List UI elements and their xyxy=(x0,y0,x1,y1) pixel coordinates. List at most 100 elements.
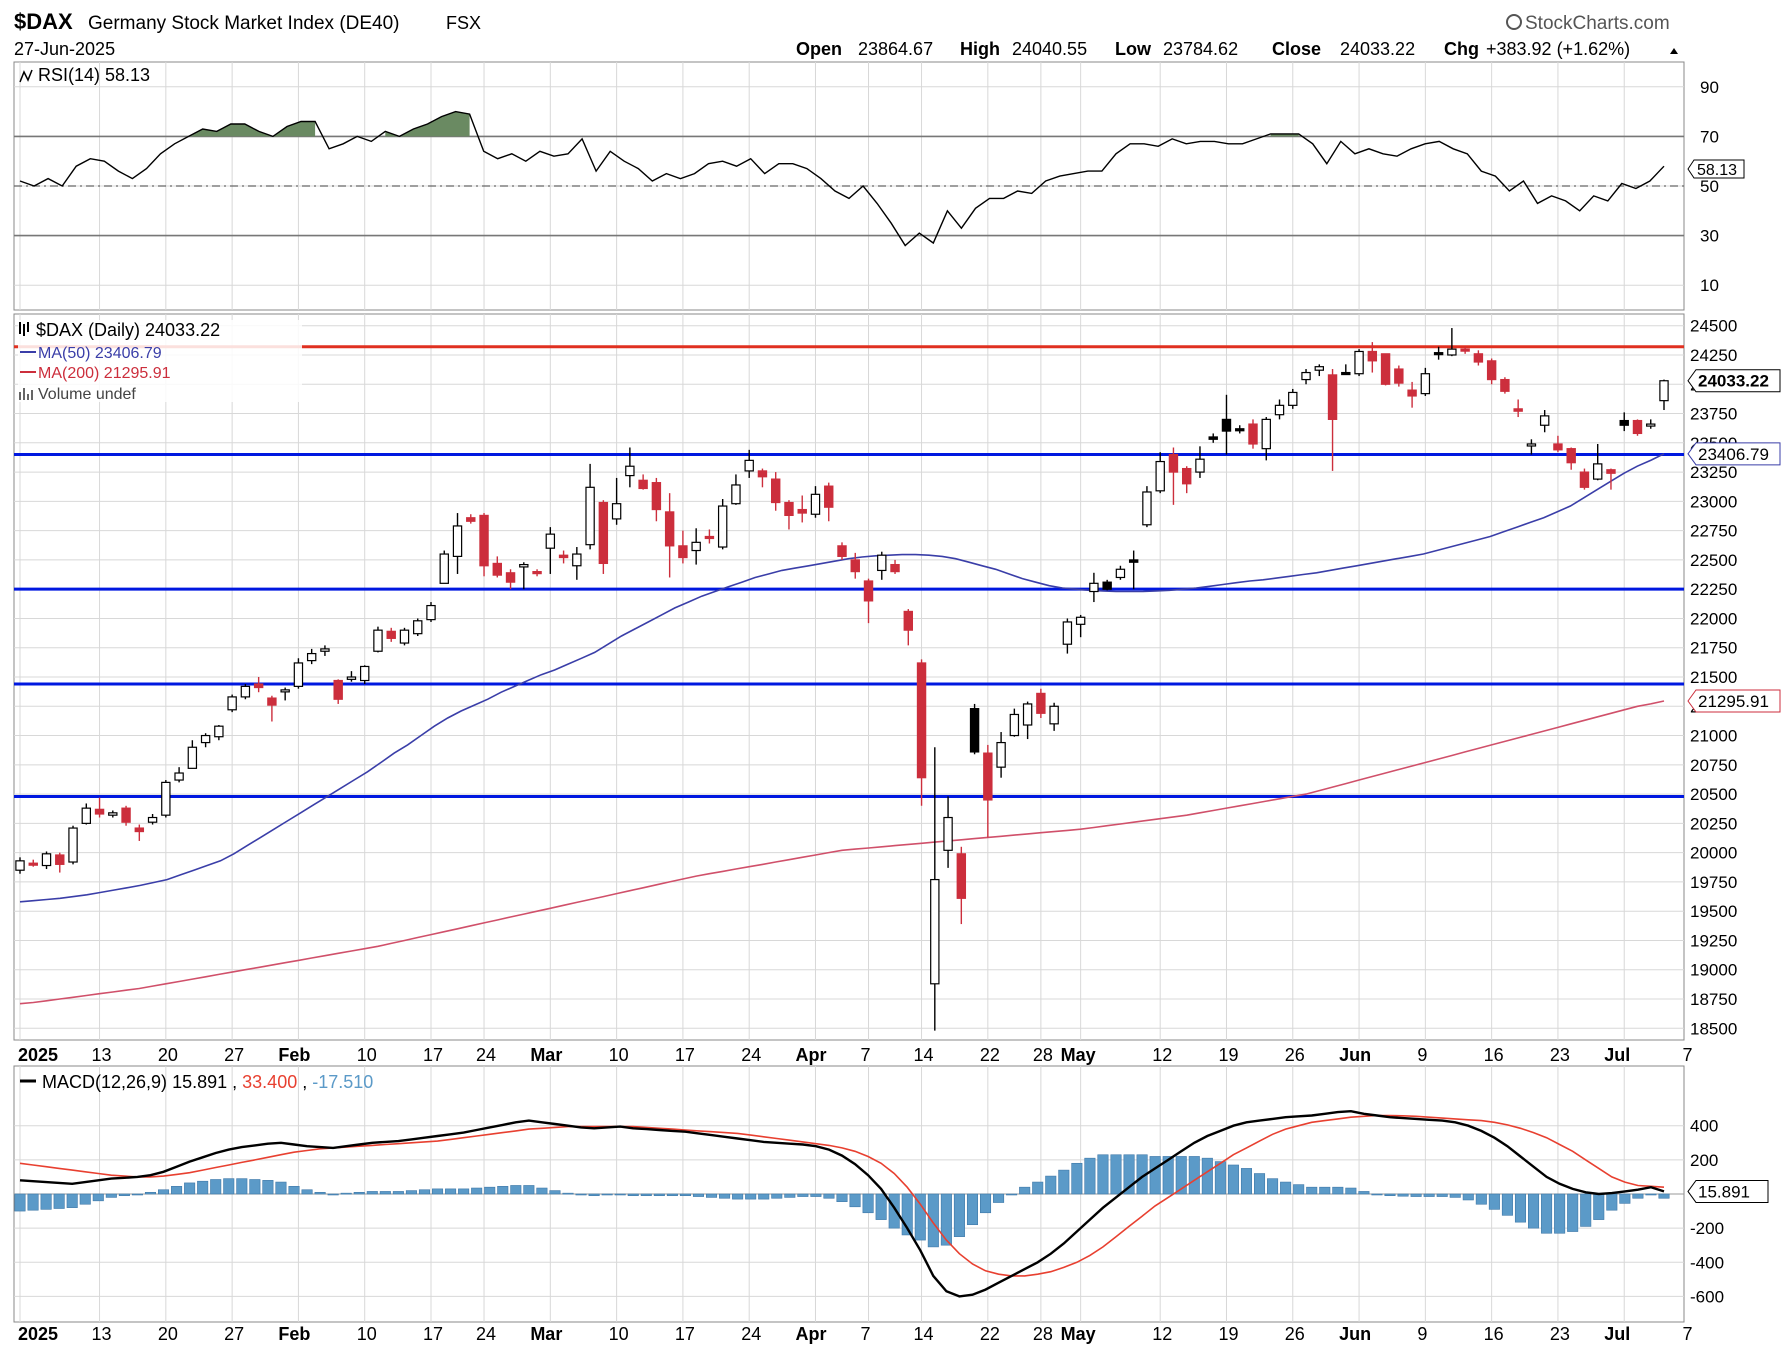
candle-body xyxy=(108,812,118,816)
candle-body xyxy=(1553,443,1563,451)
rsi-tick-label: 90 xyxy=(1700,78,1719,97)
candlestick xyxy=(969,703,980,755)
exchange: FSX xyxy=(446,13,481,33)
x-tick-label: 24 xyxy=(476,1324,496,1344)
close-tag: 24033.22 xyxy=(1687,369,1781,393)
macd-histogram-bar xyxy=(797,1193,809,1197)
candle-body xyxy=(1301,371,1311,381)
macd-histogram-bar xyxy=(1045,1175,1057,1195)
macd-tick-label: -600 xyxy=(1690,1287,1724,1306)
price-tick-label: 18500 xyxy=(1690,1019,1737,1038)
x-tick-label: 2025 xyxy=(18,1324,58,1344)
candle-body xyxy=(439,553,449,584)
x-tick-label: 7 xyxy=(861,1045,871,1065)
candle-body xyxy=(452,525,463,557)
rsi-legend: RSI(14) 58.13 xyxy=(19,65,150,85)
candle-body xyxy=(214,725,224,738)
candlestick xyxy=(691,528,701,565)
macd-label-prefix: MACD(12,26,9) xyxy=(42,1072,167,1092)
macd-line xyxy=(19,1109,1665,1298)
x-tick-label: 16 xyxy=(1484,1045,1504,1065)
macd-histogram-bar xyxy=(823,1193,835,1199)
candlestick xyxy=(598,500,609,574)
macd-current-tag: 15.891 xyxy=(1687,1179,1769,1203)
macd-histogram-bar xyxy=(1084,1157,1096,1195)
candle-body xyxy=(187,746,198,769)
candlestick xyxy=(1062,618,1073,654)
x-tick-label: Apr xyxy=(795,1045,826,1065)
candlestick xyxy=(121,805,131,826)
candlestick xyxy=(824,482,834,522)
candlestick xyxy=(903,609,914,646)
low-label: Low xyxy=(1115,39,1152,59)
candle-body xyxy=(943,816,953,851)
rsi-icon xyxy=(19,69,33,83)
macd-histogram-bar xyxy=(562,1192,574,1195)
ma200-line xyxy=(19,700,1665,1005)
macd-histogram-bar xyxy=(353,1191,365,1195)
candlestick xyxy=(638,474,648,490)
price-tick-label: 20750 xyxy=(1690,756,1737,775)
candle-body xyxy=(1009,713,1020,737)
candle-body xyxy=(267,697,277,706)
macd-histogram-bar xyxy=(53,1193,65,1209)
candlestick xyxy=(15,857,25,874)
candle-body xyxy=(611,503,622,520)
candlestick xyxy=(1354,349,1364,377)
support-resistance-lines xyxy=(14,345,1684,798)
macd-histogram-bar xyxy=(1306,1186,1318,1195)
macd-histogram-bar xyxy=(1293,1184,1305,1195)
candle-body xyxy=(81,807,92,824)
candlestick xyxy=(943,796,953,868)
volume-icon xyxy=(19,388,33,400)
macd-histogram-bar xyxy=(497,1186,509,1195)
high-value: 24040.55 xyxy=(1012,39,1087,59)
rsi-current-tag: 58.13 xyxy=(1687,159,1745,179)
candlestick xyxy=(68,825,78,865)
candlestick xyxy=(1248,419,1258,449)
candle-body xyxy=(1447,348,1457,356)
macd-histogram-bar xyxy=(1254,1173,1266,1195)
macd-histogram-bar xyxy=(314,1191,326,1195)
candle-body xyxy=(930,878,940,985)
candlestick xyxy=(1115,565,1126,580)
high-label: High xyxy=(960,39,1000,59)
candlestick xyxy=(1646,419,1656,429)
candle-body xyxy=(532,571,542,575)
x-axis-bottom: 2025 13 20 27 Feb 10 17 24 Mar 10 17 24 Apr 7 14 22 28 Ma… xyxy=(18,1324,1693,1344)
macd-histogram-bar xyxy=(66,1193,78,1208)
macd-histogram-bar xyxy=(418,1189,430,1195)
macd-histogram-bar xyxy=(875,1193,887,1220)
candle-body xyxy=(1274,404,1285,416)
candle-body xyxy=(651,482,662,511)
candlestick xyxy=(1221,394,1232,455)
candlestick xyxy=(320,645,330,656)
price-tick-label: 21750 xyxy=(1690,639,1737,658)
x-tick-label: Jul xyxy=(1604,1045,1630,1065)
x-tick-label: 17 xyxy=(423,1324,443,1344)
candle-body xyxy=(1579,471,1590,488)
candlestick xyxy=(373,626,383,653)
x-tick-label: 24 xyxy=(741,1045,761,1065)
candlestick xyxy=(1592,443,1603,481)
candle-body xyxy=(386,630,396,639)
price-tick-label: 24250 xyxy=(1690,346,1737,365)
rsi-tick-label: 10 xyxy=(1700,276,1719,295)
candle-body xyxy=(1288,391,1298,406)
macd-histogram-bar xyxy=(510,1185,522,1195)
price-tick-label: 22500 xyxy=(1690,551,1737,570)
index-name: Germany Stock Market Index (DE40) xyxy=(88,13,400,34)
candlestick xyxy=(81,803,92,825)
candle-body xyxy=(1075,616,1086,625)
macd-histogram-bar xyxy=(118,1193,130,1197)
macd-histogram-bar xyxy=(405,1190,417,1195)
macd-histogram-bar xyxy=(262,1180,274,1195)
macd-histogram-bar xyxy=(1567,1193,1579,1232)
macd-tick-labels: 400 200 -200 -400 -600 xyxy=(1690,1117,1724,1307)
macd-histogram-bar xyxy=(1632,1193,1644,1199)
candlestick xyxy=(956,846,967,925)
candlestick xyxy=(572,547,582,580)
macd-histogram-bar xyxy=(92,1193,104,1202)
candle-body xyxy=(837,545,847,557)
x-tick-label: 24 xyxy=(476,1045,496,1065)
